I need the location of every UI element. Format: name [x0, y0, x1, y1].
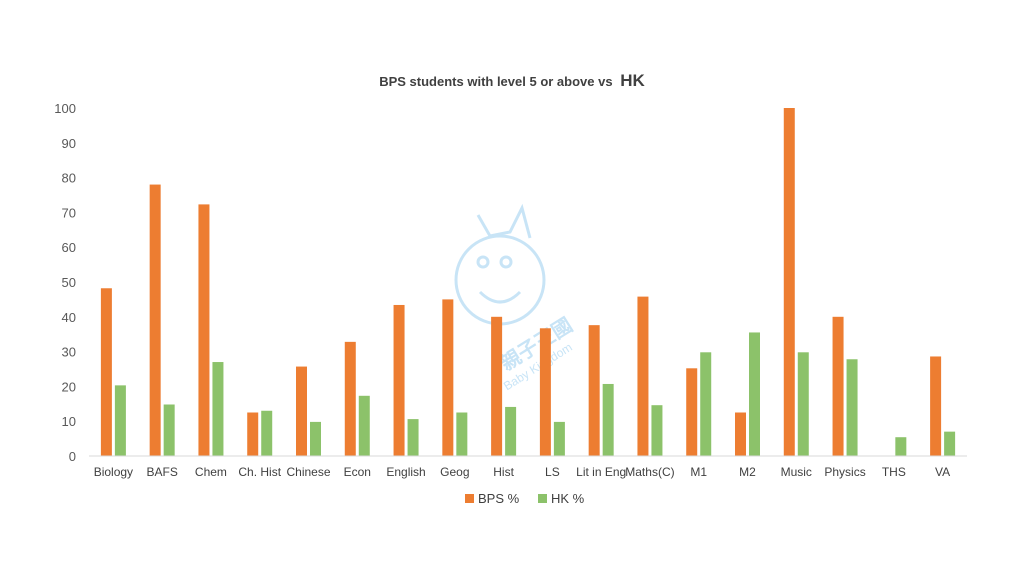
bar-bps-11: [637, 296, 649, 456]
y-tick-label: 10: [62, 414, 76, 429]
bar-bps-1: [149, 184, 161, 456]
bar-bps-2: [198, 204, 210, 456]
y-tick-label: 100: [54, 101, 76, 116]
y-tick-label: 50: [62, 275, 76, 290]
bar-bps-12: [686, 368, 698, 456]
x-category-label: Hist: [493, 465, 514, 479]
bar-hk-17: [944, 431, 956, 456]
legend-label: HK %: [551, 491, 585, 506]
y-tick-label: 60: [62, 240, 76, 255]
x-category-label: Chem: [195, 465, 227, 479]
x-category-label: Music: [781, 465, 812, 479]
y-tick-label: 30: [62, 345, 76, 360]
x-category-label: Chinese: [286, 465, 330, 479]
bar-hk-0: [114, 385, 126, 456]
bar-hk-7: [456, 412, 468, 456]
baby-kingdom-logo-icon: [454, 203, 546, 326]
y-tick-label: 80: [62, 171, 76, 186]
bar-bps-14: [783, 108, 795, 456]
bar-bps-4: [296, 366, 307, 456]
bar-hk-13: [749, 332, 760, 456]
x-axis: Biology BAFS Chem Ch. Hist Chinese Econ Englis…: [94, 465, 950, 479]
x-category-label: M2: [739, 465, 756, 479]
x-category-label: Geog: [440, 465, 469, 479]
bar-bps-8: [491, 316, 503, 456]
y-tick-label: 20: [62, 379, 76, 394]
bar-bps-10: [588, 325, 600, 456]
y-tick-label: 70: [62, 205, 76, 220]
legend-swatch: [465, 494, 474, 503]
bar-bps-5: [344, 341, 356, 456]
y-tick-label: 40: [62, 310, 76, 325]
x-category-label: Lit in Eng: [576, 465, 626, 479]
watermark-logo: 親子王國 Baby Kingdom: [454, 203, 577, 393]
bar-hk-1: [163, 404, 175, 456]
legend-swatch: [538, 494, 547, 503]
x-category-label: THS: [882, 465, 906, 479]
x-category-label: Biology: [94, 465, 133, 479]
bar-hk-9: [553, 421, 565, 456]
bar-hk-10: [602, 383, 614, 456]
bar-hk-8: [505, 406, 517, 456]
bar-bps-6: [393, 304, 405, 456]
bar-hk-12: [700, 352, 712, 456]
y-axis: 0 10 20 30 40 50 60 70 80 90 100: [54, 101, 76, 464]
legend-label: BPS %: [478, 491, 520, 506]
bar-hk-16: [895, 437, 907, 456]
chart-title: BPS students with level 5 or above vs HK: [379, 71, 645, 90]
bar-bps-15: [832, 316, 844, 456]
chart-title-main: BPS students with level 5 or above vs: [379, 74, 612, 89]
bar-hk-4: [310, 421, 321, 456]
x-category-label: Econ: [344, 465, 371, 479]
bar-bps-13: [735, 412, 746, 456]
y-tick-label: 90: [62, 136, 76, 151]
bar-bps-3: [247, 412, 259, 456]
bar-hk-6: [407, 419, 419, 456]
bar-hk-11: [651, 405, 663, 456]
x-category-label: Maths(C): [625, 465, 674, 479]
chart-title-suffix: HK: [620, 71, 645, 90]
x-category-label: Physics: [824, 465, 865, 479]
x-category-label: LS: [545, 465, 560, 479]
bar-bps-9: [539, 328, 551, 456]
bars-group: [100, 108, 956, 456]
x-category-label: Ch. Hist: [238, 465, 281, 479]
x-category-label: BAFS: [146, 465, 177, 479]
y-tick-label: 0: [69, 449, 76, 464]
legend: BPS % HK %: [465, 491, 585, 506]
bar-hk-5: [358, 395, 370, 456]
x-category-label: VA: [935, 465, 950, 479]
bar-bps-17: [930, 356, 942, 456]
bar-bps-7: [442, 299, 454, 456]
bar-hk-15: [846, 359, 858, 456]
bar-hk-14: [797, 352, 809, 456]
bar-bps-0: [100, 288, 112, 456]
bar-hk-2: [212, 362, 224, 456]
x-category-label: M1: [690, 465, 707, 479]
x-category-label: English: [386, 465, 425, 479]
bar-hk-3: [261, 410, 273, 456]
